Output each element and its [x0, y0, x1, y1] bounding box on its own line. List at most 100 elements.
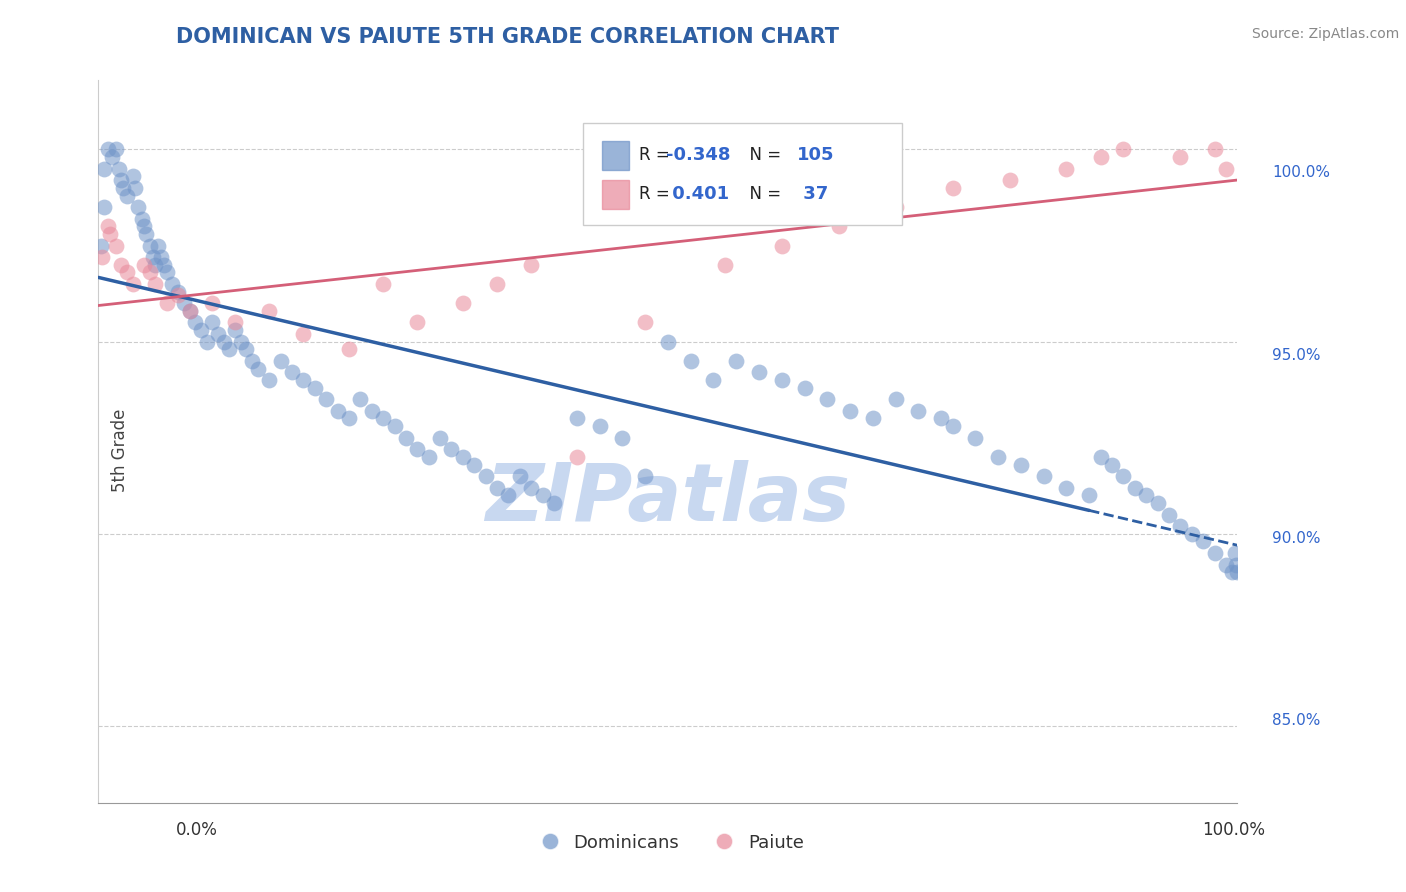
- Point: [135, 227, 157, 241]
- Point: [1056, 481, 1078, 495]
- Point: [167, 285, 190, 299]
- Text: 105: 105: [797, 146, 835, 164]
- Point: [1123, 481, 1146, 495]
- Point: [1146, 496, 1168, 510]
- Point: [1032, 469, 1054, 483]
- Point: [101, 150, 124, 164]
- Point: [1192, 534, 1215, 549]
- Point: [115, 188, 138, 202]
- Point: [121, 277, 143, 291]
- Point: [634, 315, 657, 329]
- Point: [145, 258, 167, 272]
- Text: 90.0%: 90.0%: [1272, 531, 1320, 546]
- Point: [349, 392, 371, 407]
- Point: [138, 265, 160, 279]
- Point: [132, 219, 155, 234]
- Point: [588, 419, 610, 434]
- Point: [93, 200, 115, 214]
- Point: [929, 411, 952, 425]
- Text: R =: R =: [638, 146, 675, 164]
- Point: [451, 450, 474, 464]
- Point: [240, 354, 263, 368]
- Point: [104, 238, 127, 252]
- Point: [371, 277, 394, 291]
- Point: [292, 326, 315, 341]
- Point: [429, 431, 451, 445]
- Point: [498, 488, 520, 502]
- Point: [612, 431, 634, 445]
- Point: [714, 258, 737, 272]
- Point: [98, 227, 121, 241]
- Point: [142, 250, 165, 264]
- Point: [224, 323, 246, 337]
- Legend: Dominicans, Paiute: Dominicans, Paiute: [524, 826, 811, 859]
- Point: [907, 404, 929, 418]
- Text: N =: N =: [740, 186, 787, 203]
- Point: [998, 173, 1021, 187]
- Point: [395, 431, 418, 445]
- Point: [371, 411, 394, 425]
- Point: [828, 219, 851, 234]
- Point: [156, 265, 179, 279]
- Point: [770, 373, 793, 387]
- Point: [440, 442, 463, 457]
- Point: [121, 169, 143, 184]
- Point: [1204, 143, 1226, 157]
- Point: [337, 343, 360, 357]
- Point: [418, 450, 440, 464]
- Point: [292, 373, 315, 387]
- Point: [486, 481, 509, 495]
- Point: [1170, 519, 1192, 533]
- Point: [1215, 558, 1237, 572]
- Point: [304, 381, 326, 395]
- Point: [1101, 458, 1123, 472]
- Point: [884, 200, 907, 214]
- Text: R =: R =: [638, 186, 675, 203]
- Point: [337, 411, 360, 425]
- Text: 95.0%: 95.0%: [1272, 348, 1320, 363]
- Point: [486, 277, 509, 291]
- Point: [270, 354, 292, 368]
- Point: [115, 265, 138, 279]
- Point: [406, 315, 429, 329]
- Point: [884, 392, 907, 407]
- Point: [224, 315, 246, 329]
- Point: [1225, 558, 1247, 572]
- Point: [112, 181, 135, 195]
- Point: [1135, 488, 1157, 502]
- Point: [246, 361, 269, 376]
- Point: [207, 326, 229, 341]
- Point: [281, 365, 304, 379]
- Text: 0.401: 0.401: [666, 186, 730, 203]
- Point: [520, 258, 543, 272]
- Point: [110, 258, 132, 272]
- Point: [862, 411, 884, 425]
- Point: [1112, 143, 1135, 157]
- Point: [679, 354, 702, 368]
- Point: [259, 304, 281, 318]
- Text: 85.0%: 85.0%: [1272, 714, 1320, 728]
- Point: [110, 173, 132, 187]
- Point: [1220, 565, 1243, 579]
- Point: [212, 334, 235, 349]
- Point: [543, 496, 565, 510]
- Point: [145, 277, 167, 291]
- Point: [1226, 565, 1249, 579]
- Point: [520, 481, 543, 495]
- Point: [179, 304, 201, 318]
- Point: [1112, 469, 1135, 483]
- Text: 100.0%: 100.0%: [1272, 165, 1330, 180]
- Text: Source: ZipAtlas.com: Source: ZipAtlas.com: [1251, 27, 1399, 41]
- Point: [150, 250, 173, 264]
- Text: ZIPatlas: ZIPatlas: [485, 460, 851, 539]
- Point: [146, 238, 169, 252]
- Point: [104, 143, 127, 157]
- Text: -0.348: -0.348: [666, 146, 731, 164]
- Point: [725, 354, 748, 368]
- Point: [167, 288, 190, 302]
- Point: [315, 392, 337, 407]
- Text: 0.0%: 0.0%: [176, 821, 218, 838]
- Point: [748, 365, 770, 379]
- Point: [702, 373, 724, 387]
- Point: [1078, 488, 1101, 502]
